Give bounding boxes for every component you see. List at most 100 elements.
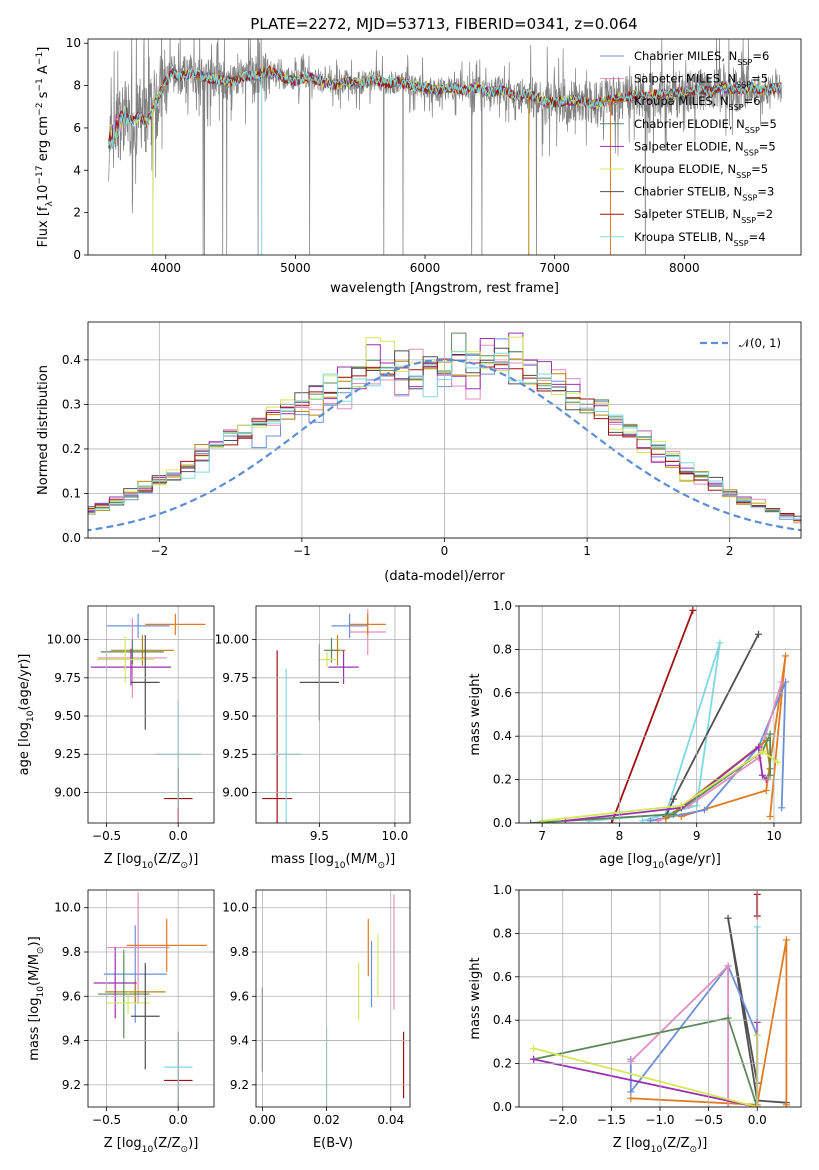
x-tick-label: 9 — [693, 829, 701, 843]
age-weight-chart-plot-area — [527, 606, 790, 823]
x-tick-label: −1.0 — [645, 1113, 674, 1127]
legend-label: Salpeter MILES, NSSP=5 — [634, 72, 768, 90]
y-tick-label: 9.50 — [54, 709, 81, 723]
y-tick-label: 0.1 — [62, 486, 81, 500]
x-tick-label: 7 — [538, 829, 546, 843]
y-tick-label: 9.25 — [222, 747, 249, 761]
y-tick-label: 0.0 — [62, 531, 81, 545]
y-tick-label: 9.6 — [62, 989, 81, 1003]
x-tick-label: 0.00 — [249, 1113, 276, 1127]
y-tick-label: 0 — [73, 248, 81, 262]
x-tick-label: 1 — [583, 544, 591, 558]
x-tick-label: 7000 — [539, 261, 570, 275]
spectrum-chart: 4000 5000 6000 7000 8000 0 2 4 6 8 10 — [66, 36, 802, 275]
y-tick-label: 9.2 — [62, 1078, 81, 1092]
y-tick-label: 0.4 — [493, 729, 512, 743]
y-tick-label: 9.75 — [54, 671, 81, 685]
x-tick-label: 0.02 — [313, 1113, 340, 1127]
x-tick-label: 6000 — [410, 261, 441, 275]
axes-frame — [87, 605, 215, 824]
ebv-mass-errorbar-x-label: E(B-V) — [313, 1136, 353, 1151]
axes-frame — [255, 889, 411, 1108]
legend-label: Kroupa MILES, NSSP=6 — [634, 94, 761, 112]
mass-age-errorbar: 9.5 10.0 9.00 9.25 9.50 9.75 10.00 — [215, 605, 411, 843]
x-tick-label: 2 — [726, 544, 734, 558]
x-tick-label: −2.0 — [548, 1113, 577, 1127]
x-tick-label: 8000 — [669, 261, 700, 275]
legend-label: Salpeter ELODIE, NSSP=5 — [634, 139, 776, 157]
weight-line-chabrier_elodie — [533, 1016, 759, 1107]
weight-line-salpeter_stelib — [610, 609, 694, 823]
legend-label: Kroupa ELODIE, NSSP=5 — [634, 162, 768, 180]
y-tick-label: 0.6 — [493, 686, 512, 700]
y-tick-label: 9.00 — [222, 785, 249, 799]
y-tick-label: 9.75 — [222, 671, 249, 685]
z-weight-chart-plot-area — [530, 890, 790, 1107]
x-tick-label: 5000 — [280, 261, 311, 275]
x-tick-label: 10 — [766, 829, 781, 843]
y-tick-label: 9.6 — [230, 989, 249, 1003]
y-tick-label: 0.4 — [62, 353, 81, 367]
spectrum-y-label: Flux [fλ10−17 erg cm−2 s−1 A−1] — [35, 47, 55, 248]
legend-label: Salpeter STELIB, NSSP=2 — [634, 207, 773, 225]
weight-line-orange — [630, 939, 788, 1106]
axes-frame — [87, 38, 802, 256]
y-tick-label: 10.0 — [54, 901, 81, 915]
z-mass-errorbar-plot-area — [93, 892, 207, 1107]
x-tick-label: −0.5 — [694, 1113, 723, 1127]
histogram-x-label: (data-model)/error — [384, 569, 505, 584]
x-tick-label: 8 — [616, 829, 624, 843]
ebv-mass-errorbar: 0.00 0.02 0.04 9.2 9.4 9.6 9.8 10.0 — [222, 889, 411, 1127]
z-mass-errorbar-x-label: Z [log10(Z/Z⊙)] — [104, 1136, 199, 1155]
histogram-legend-label: 𝒩(0, 1) — [739, 336, 781, 350]
histogram-chabrier_stelib — [88, 347, 801, 517]
axes-frame — [518, 605, 802, 824]
histogram-y-label: Normed distribution — [36, 365, 51, 495]
y-tick-label: 0.2 — [493, 773, 512, 787]
spectrum-chart-plot-area — [108, 39, 782, 255]
y-tick-label: 9.8 — [230, 945, 249, 959]
y-tick-label: 9.4 — [62, 1034, 81, 1048]
legend-label: Chabrier STELIB, NSSP=3 — [634, 185, 774, 203]
y-tick-label: 0.3 — [62, 397, 81, 411]
histogram-chabrier_miles — [88, 338, 801, 521]
model-spectrum-kroupa_stelib — [108, 64, 782, 149]
x-tick-label: 0.0 — [169, 1113, 188, 1127]
x-tick-label: 0.0 — [169, 829, 188, 843]
x-tick-label: 4000 — [151, 261, 182, 275]
y-tick-label: 1.0 — [493, 599, 512, 613]
y-tick-label: 9.50 — [222, 709, 249, 723]
y-tick-label: 0.0 — [493, 816, 512, 830]
y-tick-label: 0.0 — [493, 1100, 512, 1114]
y-tick-label: 10.0 — [222, 901, 249, 915]
legend-label: Kroupa STELIB, NSSP=4 — [634, 230, 766, 248]
weight-line-kroupa_stelib — [588, 642, 721, 822]
y-tick-label: 0.4 — [493, 1013, 512, 1027]
observed-spectrum — [108, 39, 782, 255]
residual-histogram-plot-area — [88, 332, 801, 532]
axes-frame — [255, 605, 411, 824]
x-tick-label: 9.5 — [310, 829, 329, 843]
age-weight-chart: 7 8 9 10 0.0 0.2 0.4 0.6 0.8 1.0 — [493, 599, 802, 843]
y-tick-label: 0.2 — [62, 442, 81, 456]
y-tick-label: 1.0 — [493, 883, 512, 897]
age-weight-chart-y-label: mass weight — [468, 673, 483, 755]
y-tick-label: 4 — [73, 163, 81, 177]
z-age-errorbar-plot-area — [90, 613, 206, 823]
y-tick-label: 0.8 — [493, 926, 512, 940]
residual-histogram: −2 −1 0 1 2 0.0 0.1 0.2 0.3 0.4 — [62, 321, 802, 558]
weight-line-kroupa_elodie — [542, 750, 779, 822]
x-tick-label: −0.5 — [92, 1113, 121, 1127]
y-tick-label: 6 — [73, 121, 81, 135]
y-tick-label: 2 — [73, 206, 81, 220]
y-tick-label: 9.2 — [230, 1078, 249, 1092]
histogram-salpeter_stelib — [88, 354, 801, 522]
y-tick-label: 9.00 — [54, 785, 81, 799]
x-tick-label: 0.0 — [748, 1113, 767, 1127]
y-tick-label: 0.2 — [493, 1057, 512, 1071]
y-tick-label: 10.00 — [47, 633, 81, 647]
spectrum-legend: Chabrier MILES, NSSP=6 Salpeter MILES, NS… — [600, 49, 777, 247]
z-weight-chart-x-label: Z [log10(Z/Z⊙)] — [613, 1136, 708, 1155]
x-tick-label: 0.04 — [377, 1113, 404, 1127]
